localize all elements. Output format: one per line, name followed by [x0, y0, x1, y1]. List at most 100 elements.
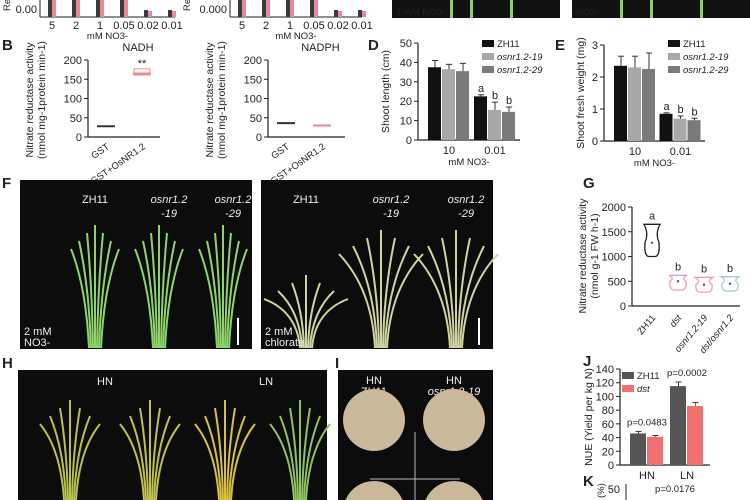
y-tick-label: 0 [608, 460, 614, 472]
y-tick-label: 0 [256, 132, 262, 144]
plant-leaf [366, 237, 380, 349]
plant-leaf [459, 245, 485, 349]
genotype-label: -29 [225, 208, 241, 220]
panel-label-I: I [335, 355, 339, 372]
x-tick-label: 2 [263, 20, 269, 32]
plant-leaf [311, 298, 349, 349]
y-tick-label: 100 [64, 94, 82, 106]
median-dot [728, 282, 732, 285]
condition-label: LN [259, 376, 273, 388]
median-dot [702, 283, 706, 286]
y-tick-label: 80 [602, 405, 614, 417]
significance-letter: a [649, 210, 656, 222]
y-tick-label: 3 [592, 40, 598, 52]
x-tick-label: GST [89, 141, 111, 161]
plant-leaf [303, 415, 321, 500]
plant-leaf [214, 232, 222, 349]
plant-leaf [151, 407, 161, 500]
bar [358, 10, 362, 17]
x-tick-label: 1 [97, 20, 103, 32]
violin-ZH11 [642, 223, 662, 258]
photo-F-nitrate [20, 180, 252, 349]
panel-label-D: D [368, 37, 379, 54]
plant-stem [470, 0, 473, 18]
y-tick-label: 50 [608, 484, 620, 496]
photo-top-left [392, 0, 560, 18]
plant-leaf [206, 240, 220, 349]
bar-ZH11 [670, 386, 686, 465]
y-tick-label: 0 [620, 301, 626, 313]
plant-leaf [226, 240, 240, 349]
plant-leaf [441, 237, 455, 349]
plant-leaf [301, 407, 311, 500]
plant-leaf [461, 253, 499, 349]
plant-leaf [305, 423, 331, 500]
plant-leaf [382, 237, 396, 349]
y-axis-label: Nitrate reductase activity [577, 198, 589, 314]
x-tick-label: 0.02 [137, 20, 158, 32]
panel-label-J: J [583, 353, 591, 370]
plant-leaf [119, 423, 145, 500]
bar [124, 0, 128, 17]
significance-letter: b [506, 95, 512, 107]
x-tick-label: 5 [239, 20, 245, 32]
bar [238, 0, 242, 17]
bar-osnr1.2-29 [642, 69, 655, 141]
plant-leaf [142, 240, 156, 349]
significance-mark: ** [138, 58, 147, 70]
legend-label: ZH11 [683, 39, 706, 50]
bar-osnr1.2-29 [502, 111, 515, 140]
bar [100, 0, 104, 17]
y-axis-label: Shoot fresh weight (mg) [575, 37, 587, 148]
x-tick-label: dst [668, 313, 685, 330]
seed-pile [345, 480, 403, 500]
plant-stem [700, 0, 703, 18]
y-axis-label-units: (nmol g-1 FW h-1) [589, 213, 601, 298]
seed-pile [423, 389, 485, 451]
x-axis-label: mM NO3- [87, 31, 128, 42]
plant-stem [650, 0, 653, 18]
genotype-label: osnr1.2 [151, 194, 188, 206]
plant-stem [450, 0, 453, 18]
significance-letter: b [492, 90, 498, 102]
plant-leaf [153, 415, 171, 500]
plant-leaf [98, 240, 112, 349]
x-tick-label: 5 [49, 20, 55, 32]
significance-letter: b [701, 263, 707, 275]
plant-leaf [352, 245, 378, 349]
y-axis-label: (%) [596, 483, 607, 498]
bar [168, 10, 172, 17]
bar [242, 0, 246, 17]
bar-osnr1.2-19 [488, 109, 501, 140]
bar-ZH11 [630, 433, 646, 465]
plant-leaf [39, 423, 65, 500]
panel-label-B: B [2, 37, 13, 54]
y-axis-label: Nitrate reductase activity [204, 42, 216, 158]
x-tick-label: 0.05 [113, 20, 134, 32]
condition-caption: 2 mM [265, 326, 293, 338]
photo-caption: 2 mM NO3- [396, 7, 445, 18]
plant-leaf [155, 423, 181, 500]
bar [314, 0, 318, 17]
legend-label: osnr1.2-19 [683, 52, 729, 63]
chart-title: NADH [122, 42, 153, 54]
plant-leaf [427, 245, 453, 349]
plant-leaf [386, 253, 424, 349]
legend-label: ZH11 [637, 371, 660, 382]
plant-leaf [70, 248, 90, 349]
bar [48, 0, 52, 17]
violin-osnr1.2-19 [692, 276, 716, 293]
y-tick-label: 1 [592, 104, 598, 116]
plant-leaf [277, 290, 303, 349]
genotype-label: osnr1.2 [448, 194, 485, 206]
photo-caption: NO3- [576, 7, 599, 18]
bar [286, 0, 290, 17]
y-tick-label: 0 [76, 132, 82, 144]
bar [290, 0, 294, 17]
x-tick-label: 1 [287, 20, 293, 32]
genotype-label: osnr1.2 [215, 194, 252, 206]
plant-leaf [129, 415, 147, 500]
bar-dst [647, 436, 663, 465]
legend-swatch [622, 385, 634, 392]
